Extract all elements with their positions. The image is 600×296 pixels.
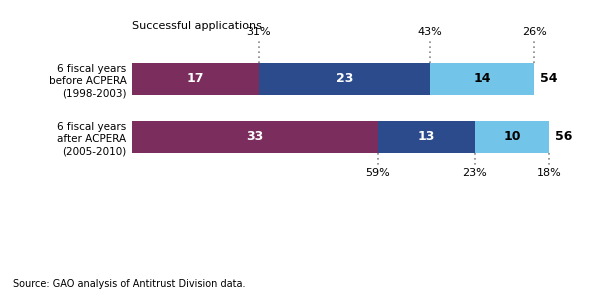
Text: 59%: 59%	[365, 168, 390, 178]
Text: 18%: 18%	[537, 168, 562, 178]
Text: 14: 14	[473, 73, 491, 85]
Text: 10: 10	[503, 130, 521, 143]
Text: 31%: 31%	[247, 27, 271, 37]
Text: 43%: 43%	[418, 27, 442, 37]
Text: 33: 33	[246, 130, 263, 143]
Text: 23: 23	[335, 73, 353, 85]
Bar	[132, 121, 378, 153]
Text: Source: GAO analysis of Antitrust Division data.: Source: GAO analysis of Antitrust Divisi…	[13, 279, 246, 289]
Bar	[430, 63, 534, 95]
Text: Successful applications: Successful applications	[132, 21, 262, 31]
Text: 54: 54	[540, 73, 557, 85]
Text: 13: 13	[418, 130, 435, 143]
Text: 56: 56	[555, 130, 572, 143]
Bar	[259, 63, 430, 95]
Text: 26%: 26%	[522, 27, 547, 37]
Text: 23%: 23%	[462, 168, 487, 178]
Bar	[132, 63, 259, 95]
Text: 17: 17	[187, 73, 204, 85]
Bar	[378, 121, 475, 153]
Bar	[475, 121, 549, 153]
